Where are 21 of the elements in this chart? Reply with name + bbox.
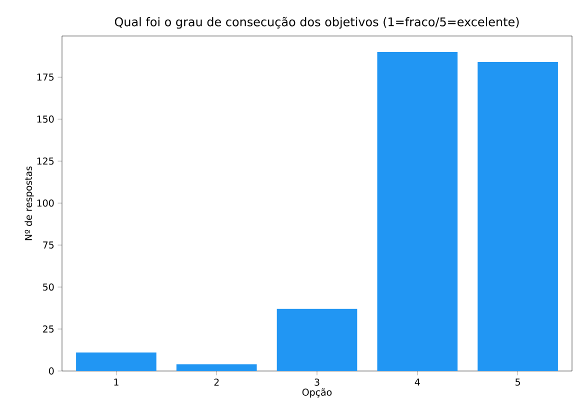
y-tick-label: 50 bbox=[43, 283, 54, 291]
bar bbox=[176, 364, 257, 371]
x-tick-label: 2 bbox=[214, 378, 219, 386]
x-tick-label: 4 bbox=[414, 378, 420, 386]
bar bbox=[276, 308, 358, 371]
bar bbox=[76, 352, 156, 371]
y-tick-label: 125 bbox=[37, 158, 54, 165]
y-tick-label: 100 bbox=[37, 199, 54, 207]
x-axis-title: Opção bbox=[302, 388, 332, 398]
x-tick-label: 5 bbox=[516, 378, 520, 386]
x-tick-label: 3 bbox=[314, 378, 320, 386]
chart-title: Qual foi o grau de consecução dos objetivos (1=fraco/5=excelente) bbox=[114, 16, 519, 29]
bar bbox=[377, 52, 458, 371]
y-tick-label: 0 bbox=[49, 367, 54, 375]
y-tick-label: 75 bbox=[43, 242, 54, 249]
y-axis-title: Nº de respostas bbox=[24, 166, 34, 240]
y-tick-label: 150 bbox=[37, 116, 54, 123]
x-tick-label: 1 bbox=[114, 378, 118, 386]
y-tick-label: 175 bbox=[37, 74, 54, 81]
y-tick-label: 25 bbox=[43, 325, 54, 333]
bar bbox=[478, 62, 558, 371]
